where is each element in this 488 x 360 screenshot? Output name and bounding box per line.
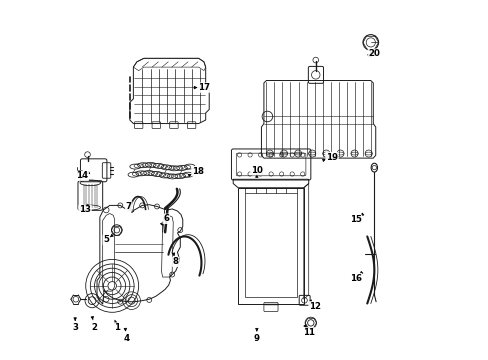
Text: 8: 8 [172, 257, 178, 266]
Text: 1: 1 [114, 323, 120, 332]
Text: 14: 14 [76, 171, 88, 180]
Text: 4: 4 [123, 334, 129, 343]
Text: 16: 16 [349, 274, 361, 283]
Text: 13: 13 [79, 206, 91, 215]
Text: 10: 10 [250, 166, 262, 175]
Text: 15: 15 [349, 215, 361, 224]
Text: 5: 5 [103, 235, 109, 244]
Text: 7: 7 [125, 202, 132, 211]
Text: 20: 20 [367, 49, 380, 58]
Text: 12: 12 [308, 302, 321, 311]
Text: 3: 3 [72, 323, 78, 332]
Text: 2: 2 [91, 323, 98, 332]
Text: 18: 18 [191, 167, 203, 176]
Text: 17: 17 [198, 83, 209, 92]
Text: 9: 9 [253, 334, 259, 343]
Text: 11: 11 [302, 328, 314, 337]
Text: 6: 6 [163, 214, 169, 223]
Text: 19: 19 [325, 153, 337, 162]
